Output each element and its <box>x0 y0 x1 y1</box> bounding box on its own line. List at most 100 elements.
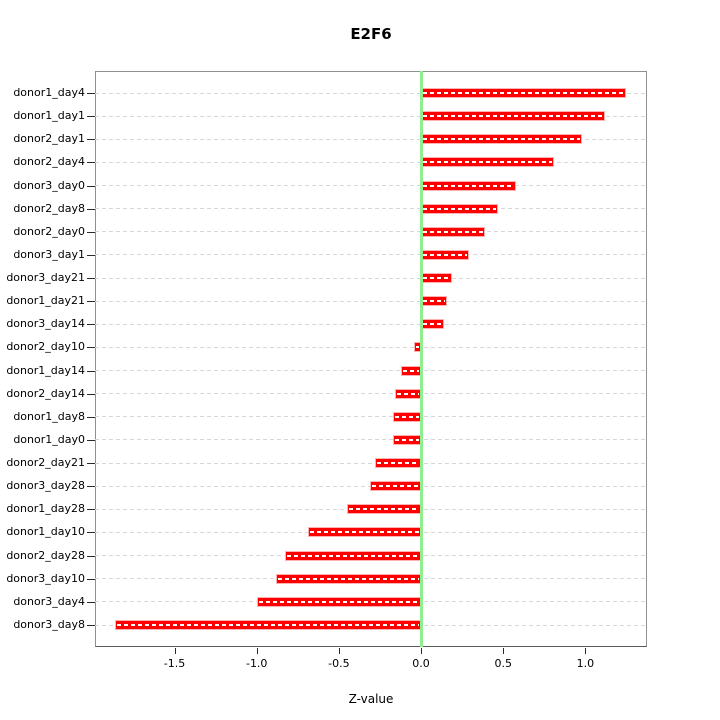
bar <box>421 296 448 307</box>
bar <box>421 226 486 237</box>
gridline <box>95 115 647 117</box>
bar <box>421 319 445 330</box>
y-axis-tick <box>87 208 95 210</box>
y-axis-label: donor3_day14 <box>6 317 85 331</box>
y-axis-label: donor1_day4 <box>13 86 85 99</box>
bar <box>307 527 422 538</box>
y-axis-label: donor1_day0 <box>13 432 85 446</box>
gridline <box>95 254 647 256</box>
bar-dash-overlay <box>258 600 420 603</box>
bar-dash-overlay <box>423 138 581 141</box>
bar <box>347 504 422 515</box>
x-axis-tick <box>503 648 505 654</box>
bar <box>421 203 499 214</box>
bar-dash-overlay <box>278 577 420 580</box>
bar-dash-overlay <box>377 462 420 465</box>
bar-dash-overlay <box>423 92 625 94</box>
y-axis-label: donor2_day10 <box>6 340 85 354</box>
gridline <box>95 370 647 372</box>
x-axis-tick-label: 1.0 <box>576 657 595 670</box>
y-axis-tick <box>87 463 95 465</box>
bar <box>370 481 422 492</box>
y-axis-label: donor2_day14 <box>6 386 85 400</box>
y-axis-tick <box>87 532 95 534</box>
y-axis-tick <box>87 116 95 118</box>
y-axis-label: donor1_day14 <box>6 363 85 377</box>
gridline <box>95 185 647 187</box>
x-axis-title: Z-value <box>348 692 394 706</box>
y-axis-tick <box>87 254 95 256</box>
x-axis-tick <box>174 648 176 654</box>
bar-dash-overlay <box>423 230 484 233</box>
y-axis-tick <box>87 439 95 441</box>
x-axis-tick <box>585 648 587 654</box>
y-axis-tick <box>87 278 95 280</box>
y-axis-tick <box>87 347 95 349</box>
bar-dash-overlay <box>423 207 497 210</box>
gridline <box>95 231 647 233</box>
bar <box>394 388 422 399</box>
gridline <box>95 416 647 418</box>
bar-dash-overlay <box>349 508 420 511</box>
y-axis-label: donor1_day8 <box>13 409 85 423</box>
bar <box>421 111 606 122</box>
y-axis-label: donor3_day1 <box>13 247 85 261</box>
y-axis-tick <box>87 231 95 233</box>
x-axis-tick-label: 0.5 <box>494 657 512 670</box>
y-axis-label: donor2_day0 <box>13 224 85 238</box>
y-axis-label: donor3_day8 <box>13 618 85 631</box>
gridline <box>95 161 647 163</box>
gridline <box>95 277 647 279</box>
bar <box>393 434 422 445</box>
y-axis-label: donor2_day1 <box>13 132 85 146</box>
y-axis-tick <box>87 185 95 187</box>
x-axis-tick <box>338 648 340 654</box>
y-axis-label: donor2_day4 <box>13 155 85 169</box>
bar <box>256 596 422 607</box>
bar <box>421 249 469 260</box>
bar-dash-overlay <box>423 277 451 280</box>
gridline <box>95 138 647 140</box>
bar <box>421 157 555 168</box>
y-axis-label: donor2_day8 <box>13 201 85 215</box>
bar-dash-overlay <box>395 415 420 418</box>
bar-dash-overlay <box>423 300 446 303</box>
y-axis-tick <box>87 625 95 626</box>
y-axis-tick <box>87 301 95 303</box>
bar <box>115 620 422 630</box>
bar-dash-overlay <box>423 184 515 187</box>
y-axis-tick <box>87 555 95 557</box>
y-axis-tick <box>87 324 95 326</box>
y-axis-label: donor3_day0 <box>13 178 85 192</box>
x-axis-tick <box>256 648 258 654</box>
bar-dash-overlay <box>395 438 420 441</box>
gridline <box>95 439 647 441</box>
bar <box>375 458 422 469</box>
bar <box>393 411 422 422</box>
gridline <box>95 323 647 325</box>
y-axis-tick <box>87 162 95 164</box>
y-axis-tick <box>87 416 95 418</box>
bar <box>401 365 422 376</box>
bar-dash-overlay <box>117 624 420 626</box>
chart-title: E2F6 <box>350 25 392 43</box>
y-axis-label: donor1_day21 <box>6 294 85 308</box>
x-axis-tick-label: -0.5 <box>328 657 350 670</box>
x-axis-tick <box>421 648 423 654</box>
bar-dash-overlay <box>286 554 420 557</box>
y-axis-tick <box>87 601 95 603</box>
bar-dash-overlay <box>372 485 420 488</box>
x-axis-tick-label: 0.0 <box>412 657 430 670</box>
y-axis-tick <box>87 578 95 580</box>
gridline <box>95 346 647 348</box>
gridline <box>95 462 647 464</box>
bar <box>421 134 583 145</box>
y-axis-label: donor3_day21 <box>6 271 85 285</box>
bar-dash-overlay <box>423 253 467 256</box>
x-axis-tick-label: -1.5 <box>163 657 186 670</box>
bar <box>276 573 422 584</box>
bar-dash-overlay <box>396 392 420 395</box>
bar <box>421 180 517 191</box>
y-axis-tick <box>87 509 95 511</box>
